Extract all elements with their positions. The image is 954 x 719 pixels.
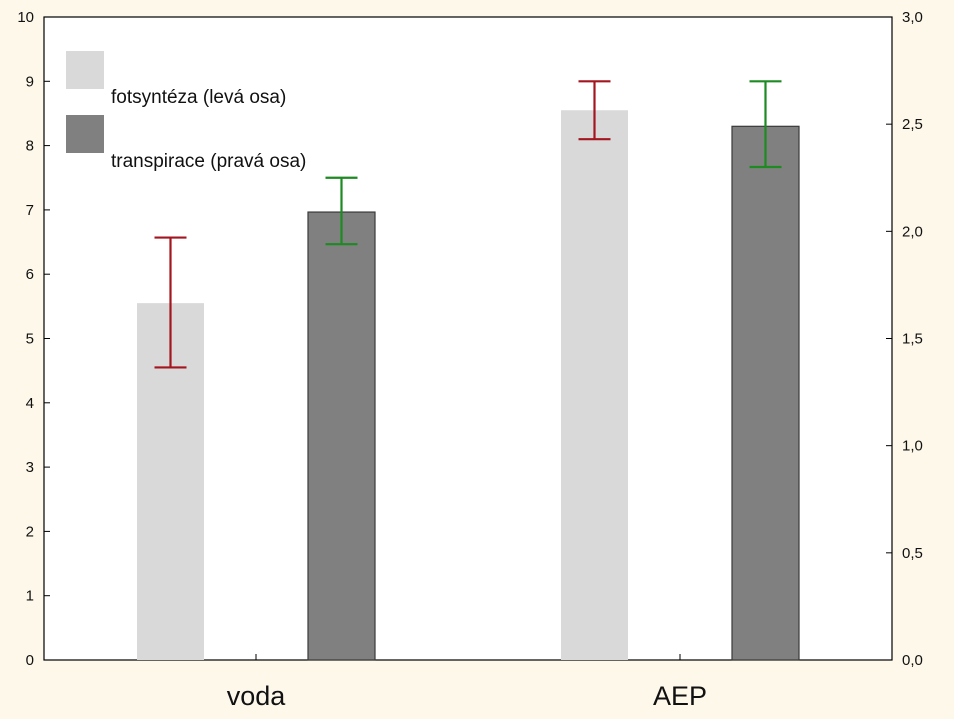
legend-swatch (66, 51, 104, 89)
left-y-tick-label: 4 (26, 395, 34, 412)
right-y-axis: 0,0 0,5 1,0 1,5 2,0 2,5 3,0 (886, 9, 923, 669)
right-y-tick-label: 1,5 (902, 331, 923, 348)
left-y-tick-label: 2 (26, 523, 34, 540)
left-y-tick-label: 1 (26, 588, 34, 605)
right-y-tick-label: 2,5 (902, 116, 923, 133)
left-y-tick-label: 7 (26, 202, 34, 219)
x-tick-label: AEP (653, 681, 707, 711)
bar (731, 125, 800, 661)
left-y-tick-label: 6 (26, 266, 34, 283)
left-y-tick-label: 0 (26, 652, 34, 669)
left-y-tick-label: 3 (26, 459, 34, 476)
error-bars-layer (154, 80, 782, 369)
left-y-axis: 0 1 2 3 4 5 6 7 8 9 10 (17, 9, 50, 669)
right-y-tick-label: 0,0 (902, 652, 923, 669)
bar (307, 211, 376, 661)
left-y-tick-label: 10 (17, 9, 34, 26)
x-axis: voda AEP (227, 654, 707, 711)
right-y-tick-label: 1,0 (902, 438, 923, 455)
legend: fotsyntéza (levá osa) transpirace (pravá … (66, 51, 306, 172)
right-y-tick-label: 0,5 (902, 545, 923, 562)
right-y-tick-label: 2,0 (902, 223, 923, 240)
legend-swatch (66, 115, 104, 153)
left-y-tick-label: 5 (26, 331, 34, 348)
x-tick-label: voda (227, 681, 287, 711)
right-y-tick-label: 3,0 (902, 9, 923, 26)
legend-label: fotsyntéza (levá osa) (111, 87, 286, 108)
legend-label: transpirace (pravá osa) (111, 151, 306, 172)
left-y-tick-label: 8 (26, 138, 34, 155)
bar (561, 110, 628, 661)
left-y-tick-label: 9 (26, 73, 34, 90)
